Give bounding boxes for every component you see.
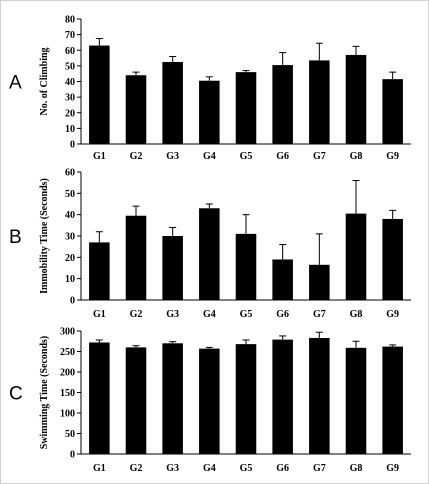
panel-a-category-label: G3 [166,151,179,162]
panel-a-ytick-label: 20 [65,108,75,119]
panel-c-bar [125,347,147,454]
panel-c-category-label: G1 [93,463,106,474]
panel-c-category-label: G7 [313,463,326,474]
panel-b-category-label: G6 [276,309,289,320]
panel-c-bar [89,342,110,454]
panel-b-category-label: G3 [166,309,179,320]
panel-a-letter: A [9,73,22,94]
panel-a-category-label: G2 [130,151,143,162]
panel-a-ytick-label: 0 [70,140,75,151]
panel-b-category-label: G1 [93,309,106,320]
panel-b-ytick-label: 60 [65,168,75,179]
panel-b-bar [272,259,293,300]
panel-b-category-label: G8 [350,309,363,320]
panel-b-bar [235,233,257,300]
panel-c-bar [272,339,293,454]
panel-a-ytick-label: 40 [65,77,75,88]
panel-b-ytick-label: 40 [65,210,75,221]
panel-a-category-label: G4 [203,151,216,162]
panel-c-category-label: G6 [276,463,289,474]
panel-b-y-axis-label: Immobility Time (Seconds) [39,178,50,294]
panel-a-category-label: G5 [240,151,253,162]
panel-c-bar [382,346,403,454]
panel-a-ytick-label: 60 [65,46,75,57]
panel-a-bar [162,61,183,144]
panel-b-bar [382,218,403,300]
panel-a-ytick-label: 50 [65,61,75,72]
panel-c-ytick-label: 0 [70,450,75,461]
panel-b-category-label: G5 [240,309,253,320]
panel-a-bar [125,75,147,144]
panel-c-ytick-label: 50 [65,429,75,440]
panel-c-category-label: G3 [166,463,179,474]
panel-a-bar [382,79,403,144]
panel-b-ytick-label: 20 [65,253,75,264]
panel-a-y-axis-label: No. of Climbing [39,47,50,115]
panel-a-bar [309,60,330,144]
panel-b-category-label: G4 [203,309,216,320]
panel-c-ytick-label: 300 [60,327,75,338]
panel-b-category-label: G7 [313,309,326,320]
panel-a-ytick-label: 70 [65,30,75,41]
panel-c-category-label: G2 [130,463,143,474]
panel-c-ytick-label: 250 [60,347,75,358]
panel-a-bar [89,45,110,144]
panel-b-bar [162,236,183,300]
panel-a-bar [199,80,220,144]
panel-b-ytick-label: 30 [65,232,75,243]
panel-c-category-label: G8 [350,463,363,474]
panel-b-ytick-label: 0 [70,296,75,307]
panel-b-letter: B [9,227,22,248]
panel-c-bar [309,337,330,454]
panel-a-ytick-label: 10 [65,124,75,135]
panel-a-bar [272,65,293,144]
panel-c-category-label: G9 [386,463,399,474]
panel-c-bar [345,347,367,454]
panel-c-y-axis-label: Swimming Time (Seconds) [39,336,50,450]
panel-a-category-label: G6 [276,151,289,162]
panel-c-bar [162,343,183,454]
panel-a-category-label: G8 [350,151,363,162]
panel-b-bar [199,208,220,300]
panel-c-bar [199,348,220,454]
panel-b-category-label: G2 [130,309,143,320]
panel-a-ytick-label: 80 [65,15,75,26]
panel-c-bar [235,344,257,454]
panel-a-bar [235,72,257,144]
panel-a-ytick-label: 30 [65,93,75,104]
panel-a-category-label: G7 [313,151,326,162]
panel-b-ytick-label: 50 [65,189,75,200]
panel-b-category-label: G9 [386,309,399,320]
panel-c-category-label: G5 [240,463,253,474]
panel-a-category-label: G1 [93,151,106,162]
panel-a-category-label: G9 [386,151,399,162]
panel-c-ytick-label: 150 [60,388,75,399]
panel-c-category-label: G4 [203,463,216,474]
panel-b-ytick-label: 10 [65,274,75,285]
panel-c-letter: C [9,384,23,405]
panel-a-bar [345,54,367,144]
panel-b-bar [345,213,367,300]
panel-c-ytick-label: 200 [60,368,75,379]
panel-b-bar [309,264,330,300]
panel-b-bar [89,242,110,300]
panel-c-ytick-label: 100 [60,409,75,420]
panel-b-bar [125,215,147,300]
